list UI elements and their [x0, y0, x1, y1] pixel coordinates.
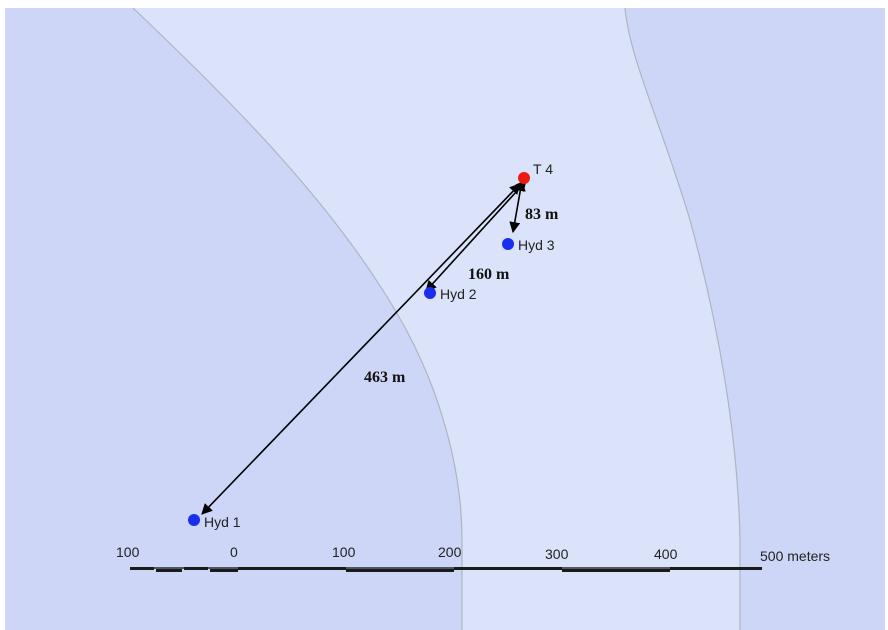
scale-bar-segment — [454, 567, 562, 570]
scale-label: 400 — [654, 546, 678, 562]
hydrant-marker-2[interactable] — [424, 287, 436, 299]
target-marker[interactable] — [518, 172, 530, 184]
scale-label: 100 — [332, 544, 356, 560]
hydrant-marker-1[interactable] — [188, 514, 200, 526]
scale-bar-segment — [346, 569, 454, 572]
hydrant-label-3: Hyd 3 — [518, 237, 555, 253]
scale-bar: 100 0 100 200 300 400 500 meters — [116, 544, 830, 572]
scale-label: 300 — [545, 546, 569, 562]
hydrant-marker-3[interactable] — [502, 238, 514, 250]
scale-bar-segment — [184, 567, 208, 570]
scale-bar-segment — [670, 567, 762, 570]
hydrant-label-2: Hyd 2 — [440, 286, 477, 302]
target-label: T 4 — [533, 161, 553, 177]
distance-label-hyd1: 463 m — [364, 369, 406, 386]
scale-label: 500 meters — [760, 548, 830, 564]
scale-bar-segment — [238, 567, 346, 570]
scale-bar-segment — [562, 569, 670, 572]
zone-border-right — [624, 7, 741, 630]
hydrant-label-1: Hyd 1 — [204, 514, 241, 530]
distance-label-hyd3: 83 m — [525, 206, 559, 223]
arrow-to-hyd1 — [201, 183, 521, 515]
scale-label: 0 — [230, 544, 238, 560]
scale-bar-segment — [130, 567, 154, 570]
scale-label: 100 — [116, 544, 140, 560]
scale-label: 200 — [438, 544, 462, 560]
distance-label-hyd2: 160 m — [468, 266, 510, 283]
scale-bar-segment — [210, 569, 238, 572]
scale-bar-segment — [156, 569, 182, 572]
